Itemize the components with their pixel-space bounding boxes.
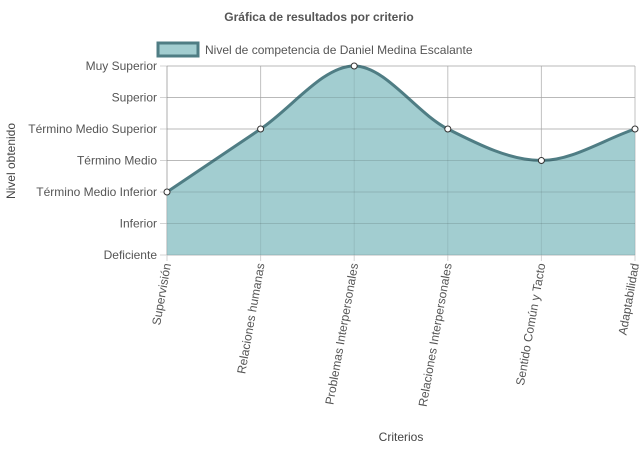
chart-title: Gráfica de resultados por criterio [224, 10, 413, 24]
y-tick-label: Muy Superior [86, 59, 157, 73]
y-tick-label: Deficiente [104, 248, 158, 262]
legend-swatch [156, 41, 200, 58]
x-tick-label: Problemas Interpersonales [322, 262, 361, 406]
y-axis-ticks: Deficiente Inferior Término Medio Inferior… [28, 59, 157, 262]
x-axis-ticks: Supervisión Relaciones humanas Problemas I… [149, 262, 639, 408]
x-tick-label: Adaptabilidad [616, 262, 639, 336]
y-tick-label: Término Medio Superior [28, 122, 157, 136]
data-point [350, 62, 358, 70]
y-tick-label: Término Medio [77, 154, 157, 168]
data-point [257, 125, 265, 133]
series-points [163, 62, 639, 196]
y-tick-label: Superior [112, 91, 157, 105]
x-axis-title: Criterios [379, 430, 424, 444]
data-point [163, 188, 171, 196]
y-tick-label: Término Medio Inferior [36, 185, 157, 199]
data-point [631, 125, 639, 133]
series-area [166, 64, 636, 256]
series-area-fill [167, 66, 635, 255]
data-point [537, 157, 545, 164]
y-tick-label: Inferior [120, 217, 157, 231]
x-tick-label: Relaciones humanas [234, 262, 267, 375]
series-line [166, 64, 636, 194]
x-tick-label: Relaciones Interpersonales [416, 262, 455, 408]
data-point [444, 125, 452, 133]
y-axis-title: Nivel obtenido [4, 123, 18, 199]
x-tick-label: Supervisión [149, 262, 174, 326]
legend[interactable]: Nivel de competencia de Daniel Medina Es… [156, 41, 473, 58]
x-tick-label: Sentido Común y Tacto [513, 262, 548, 387]
legend-label: Nivel de competencia de Daniel Medina Es… [205, 43, 473, 57]
